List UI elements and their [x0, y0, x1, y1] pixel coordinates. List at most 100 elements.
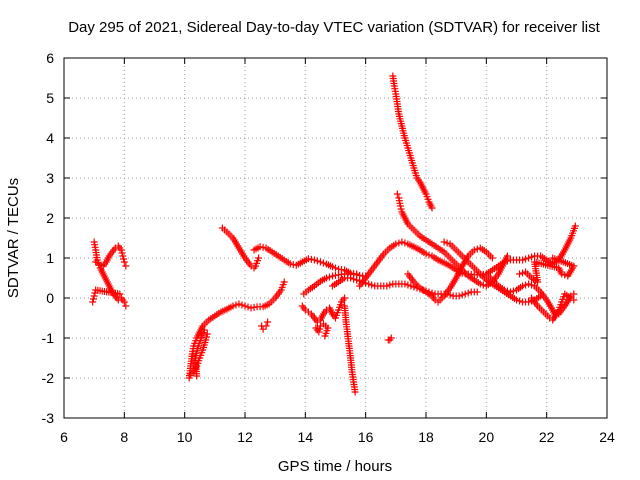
marker-track-e: [202, 336, 210, 344]
marker-track-u: [519, 269, 527, 277]
marker-track-s: [522, 281, 530, 289]
marker-track-q: [488, 254, 496, 262]
marker-track-b: [117, 246, 125, 254]
marker-track-n: [392, 240, 400, 248]
marker-track-s: [528, 281, 536, 289]
marker-track-p: [503, 252, 511, 260]
marker-track-d: [229, 302, 237, 310]
x-tick-label: 20: [479, 429, 495, 445]
marker-track-b: [120, 255, 128, 263]
x-tick-label: 18: [418, 429, 434, 445]
marker-track-f: [255, 254, 263, 262]
grid-lines: [64, 58, 607, 418]
marker-track-n: [519, 256, 527, 264]
marker-track-p: [393, 190, 401, 198]
marker-track-m: [401, 280, 409, 288]
marker-track-c: [89, 295, 97, 303]
marker-track-b: [122, 262, 130, 270]
marker-track-e: [203, 330, 211, 338]
marker-track-c: [120, 298, 128, 306]
marker-track-g: [313, 257, 321, 265]
marker-track-g: [310, 256, 318, 264]
marker-track-h: [262, 322, 270, 330]
marker-track-m: [458, 291, 466, 299]
chart-title: Day 295 of 2021, Sidereal Day-to-day VTE…: [68, 19, 600, 36]
marker-track-d: [244, 303, 252, 311]
marker-track-d: [238, 301, 246, 309]
marker-track-g: [332, 264, 339, 272]
marker-track-i: [341, 294, 349, 302]
plot-frame: [63, 57, 608, 419]
x-tick-label: 8: [120, 429, 128, 445]
marker-track-l: [322, 274, 330, 282]
data-markers: [89, 72, 579, 396]
y-axis-label: SDTVAR / TECUs: [5, 178, 22, 298]
marker-track-d: [241, 302, 249, 310]
marker-track-r: [440, 238, 448, 246]
marker-track-m: [455, 292, 463, 300]
marker-track-m: [383, 282, 391, 290]
y-tick-label: -1: [42, 330, 55, 346]
marker-track-h: [259, 325, 267, 333]
marker-track-t: [570, 296, 578, 304]
marker-track-d: [280, 278, 288, 286]
y-tick-label: 6: [46, 50, 54, 66]
x-axis-label: GPS time / hours: [278, 458, 392, 475]
marker-track-c: [90, 292, 98, 300]
y-tick-label: 1: [46, 250, 54, 266]
marker-track-m: [407, 282, 415, 290]
x-tick-label: 22: [539, 429, 555, 445]
marker-track-n: [395, 239, 403, 247]
marker-track-r: [443, 239, 451, 247]
marker-track-d: [235, 300, 243, 308]
marker-track-s: [525, 280, 533, 288]
x-tick-label: 16: [358, 429, 374, 445]
marker-track-m: [368, 281, 376, 289]
marker-track-n: [571, 222, 579, 230]
marker-track-u: [561, 271, 569, 279]
marker-track-g: [316, 258, 324, 266]
marker-track-s: [503, 287, 511, 295]
marker-track-n: [401, 239, 409, 247]
marker-track-s: [500, 286, 508, 294]
marker-track-b: [120, 258, 128, 266]
marker-track-s: [509, 287, 517, 295]
marker-track-b: [119, 252, 127, 260]
marker-track-s: [519, 282, 527, 290]
marker-track-b: [118, 249, 126, 257]
marker-track-n: [528, 253, 536, 261]
marker-track-c: [122, 302, 130, 310]
x-tick-label: 14: [298, 429, 314, 445]
y-tick-label: -2: [42, 370, 55, 386]
marker-track-m: [464, 289, 472, 297]
marker-track-n: [522, 255, 530, 263]
marker-track-m: [446, 291, 454, 299]
marker-track-g: [328, 263, 336, 271]
marker-track-p: [476, 280, 484, 288]
marker-track-p: [396, 202, 404, 210]
marker-track-g: [319, 259, 327, 267]
marker-track-d: [232, 301, 240, 309]
marker-track-m: [353, 276, 361, 284]
marker-track-p: [397, 205, 405, 213]
marker-track-n: [398, 238, 406, 246]
marker-track-l: [325, 273, 333, 281]
marker-track-j: [316, 325, 324, 333]
marker-track-s: [506, 288, 514, 296]
y-tick-label: 2: [46, 210, 54, 226]
marker-track-j: [315, 328, 323, 336]
marker-track-n: [425, 251, 433, 259]
y-tick-label: 4: [46, 130, 54, 146]
x-tick-label: 10: [177, 429, 193, 445]
y-tick-label: 0: [46, 290, 54, 306]
marker-track-r: [516, 297, 524, 305]
x-tick-label: 6: [60, 429, 68, 445]
marker-track-o: [428, 204, 436, 212]
marker-track-u: [549, 254, 557, 262]
marker-track-k: [351, 388, 359, 396]
marker-track-h: [264, 318, 272, 326]
marker-track-n: [525, 254, 533, 262]
marker-track-m: [365, 280, 373, 288]
